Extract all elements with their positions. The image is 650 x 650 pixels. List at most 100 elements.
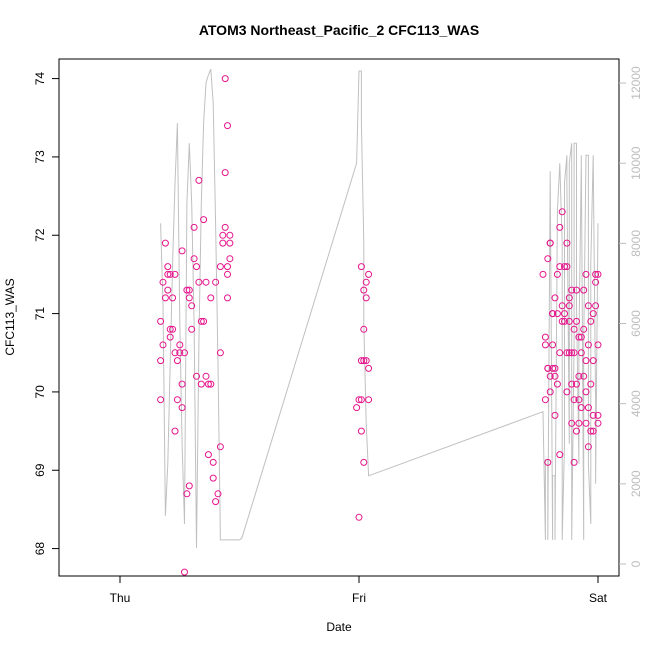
data-point bbox=[544, 458, 552, 466]
y-axis-left: 68 69 70 71 72 73 74 bbox=[33, 72, 59, 555]
data-point bbox=[553, 310, 561, 318]
data-point bbox=[558, 208, 566, 216]
data-point bbox=[594, 341, 602, 349]
data-point bbox=[587, 380, 595, 388]
chart-title: ATOM3 Northeast_Pacific_2 CFC113_WAS bbox=[199, 22, 479, 38]
data-point bbox=[185, 294, 193, 302]
y-tick-label: 70 bbox=[33, 385, 47, 399]
y-tick-label: 71 bbox=[33, 307, 47, 321]
data-point bbox=[200, 216, 208, 224]
data-point bbox=[573, 427, 580, 435]
data-point bbox=[197, 317, 205, 325]
x-tick-label: Fri bbox=[352, 591, 366, 605]
data-point bbox=[207, 380, 215, 388]
data-point bbox=[575, 396, 583, 404]
data-point bbox=[589, 310, 597, 318]
data-point bbox=[549, 364, 557, 372]
data-point bbox=[176, 341, 184, 349]
data-point bbox=[357, 396, 365, 404]
data-point bbox=[565, 349, 573, 357]
data-point bbox=[551, 364, 559, 372]
data-point bbox=[561, 310, 568, 318]
data-point bbox=[195, 176, 203, 184]
data-point bbox=[188, 325, 196, 333]
data-point bbox=[178, 404, 186, 412]
plot-box bbox=[58, 58, 620, 577]
data-point bbox=[159, 278, 167, 286]
data-point bbox=[577, 349, 585, 357]
data-point bbox=[563, 239, 571, 247]
data-point bbox=[584, 341, 592, 349]
data-point bbox=[575, 333, 583, 341]
data-point bbox=[212, 278, 220, 286]
data-point bbox=[216, 349, 224, 357]
y-tick-label: 72 bbox=[33, 228, 47, 242]
y-axis-right: 0 2000 4000 6000 8000 10000 12000 bbox=[619, 66, 643, 567]
data-point bbox=[226, 255, 234, 263]
data-point bbox=[565, 302, 573, 310]
data-point bbox=[546, 372, 554, 380]
data-point bbox=[549, 341, 557, 349]
data-point bbox=[546, 388, 554, 396]
y2-tick-label: 10000 bbox=[629, 146, 643, 180]
data-point bbox=[541, 333, 549, 341]
data-point bbox=[556, 263, 564, 271]
data-point bbox=[556, 223, 564, 231]
data-point bbox=[568, 419, 576, 427]
data-point bbox=[551, 294, 559, 302]
data-point bbox=[171, 349, 179, 357]
data-point bbox=[216, 263, 224, 271]
data-point bbox=[214, 490, 222, 498]
data-point bbox=[577, 404, 585, 412]
x-axis-label: Date bbox=[326, 620, 352, 634]
data-point bbox=[166, 325, 174, 333]
data-point bbox=[568, 380, 576, 388]
data-point bbox=[204, 451, 212, 459]
data-point bbox=[221, 223, 229, 231]
data-point bbox=[553, 270, 561, 278]
data-point bbox=[219, 239, 227, 247]
data-point bbox=[551, 372, 559, 380]
data-point bbox=[202, 278, 210, 286]
data-point bbox=[183, 490, 191, 498]
data-point bbox=[563, 388, 571, 396]
data-point bbox=[357, 263, 365, 271]
altitude-series bbox=[160, 68, 599, 548]
data-point bbox=[185, 286, 193, 294]
data-point bbox=[570, 325, 578, 333]
data-point bbox=[541, 396, 549, 404]
data-point bbox=[556, 349, 564, 357]
data-point bbox=[549, 310, 557, 318]
data-point bbox=[544, 364, 552, 372]
x-tick-label: Sat bbox=[589, 591, 608, 605]
data-point bbox=[360, 357, 368, 365]
y2-tick-label: 12000 bbox=[629, 66, 643, 100]
data-point bbox=[171, 270, 179, 278]
data-point bbox=[171, 427, 179, 435]
data-point bbox=[582, 357, 590, 365]
data-point bbox=[587, 427, 595, 435]
data-point bbox=[224, 122, 231, 130]
data-point bbox=[580, 325, 588, 333]
data-point bbox=[200, 317, 208, 325]
cfc113-series bbox=[157, 75, 602, 576]
data-point bbox=[558, 302, 566, 310]
data-point bbox=[592, 302, 600, 310]
data-point bbox=[594, 270, 602, 278]
data-point bbox=[561, 317, 568, 325]
data-point bbox=[173, 357, 181, 365]
data-point bbox=[563, 349, 571, 357]
data-point bbox=[181, 568, 188, 576]
data-point bbox=[573, 317, 580, 325]
data-point bbox=[169, 294, 177, 302]
y2-tick-label: 0 bbox=[629, 560, 643, 567]
data-point bbox=[176, 349, 184, 357]
data-point bbox=[224, 263, 231, 271]
data-point bbox=[355, 513, 363, 521]
data-point bbox=[355, 396, 363, 404]
data-point bbox=[589, 427, 597, 435]
data-point bbox=[221, 75, 229, 83]
data-point bbox=[161, 239, 169, 247]
data-point bbox=[360, 458, 368, 466]
